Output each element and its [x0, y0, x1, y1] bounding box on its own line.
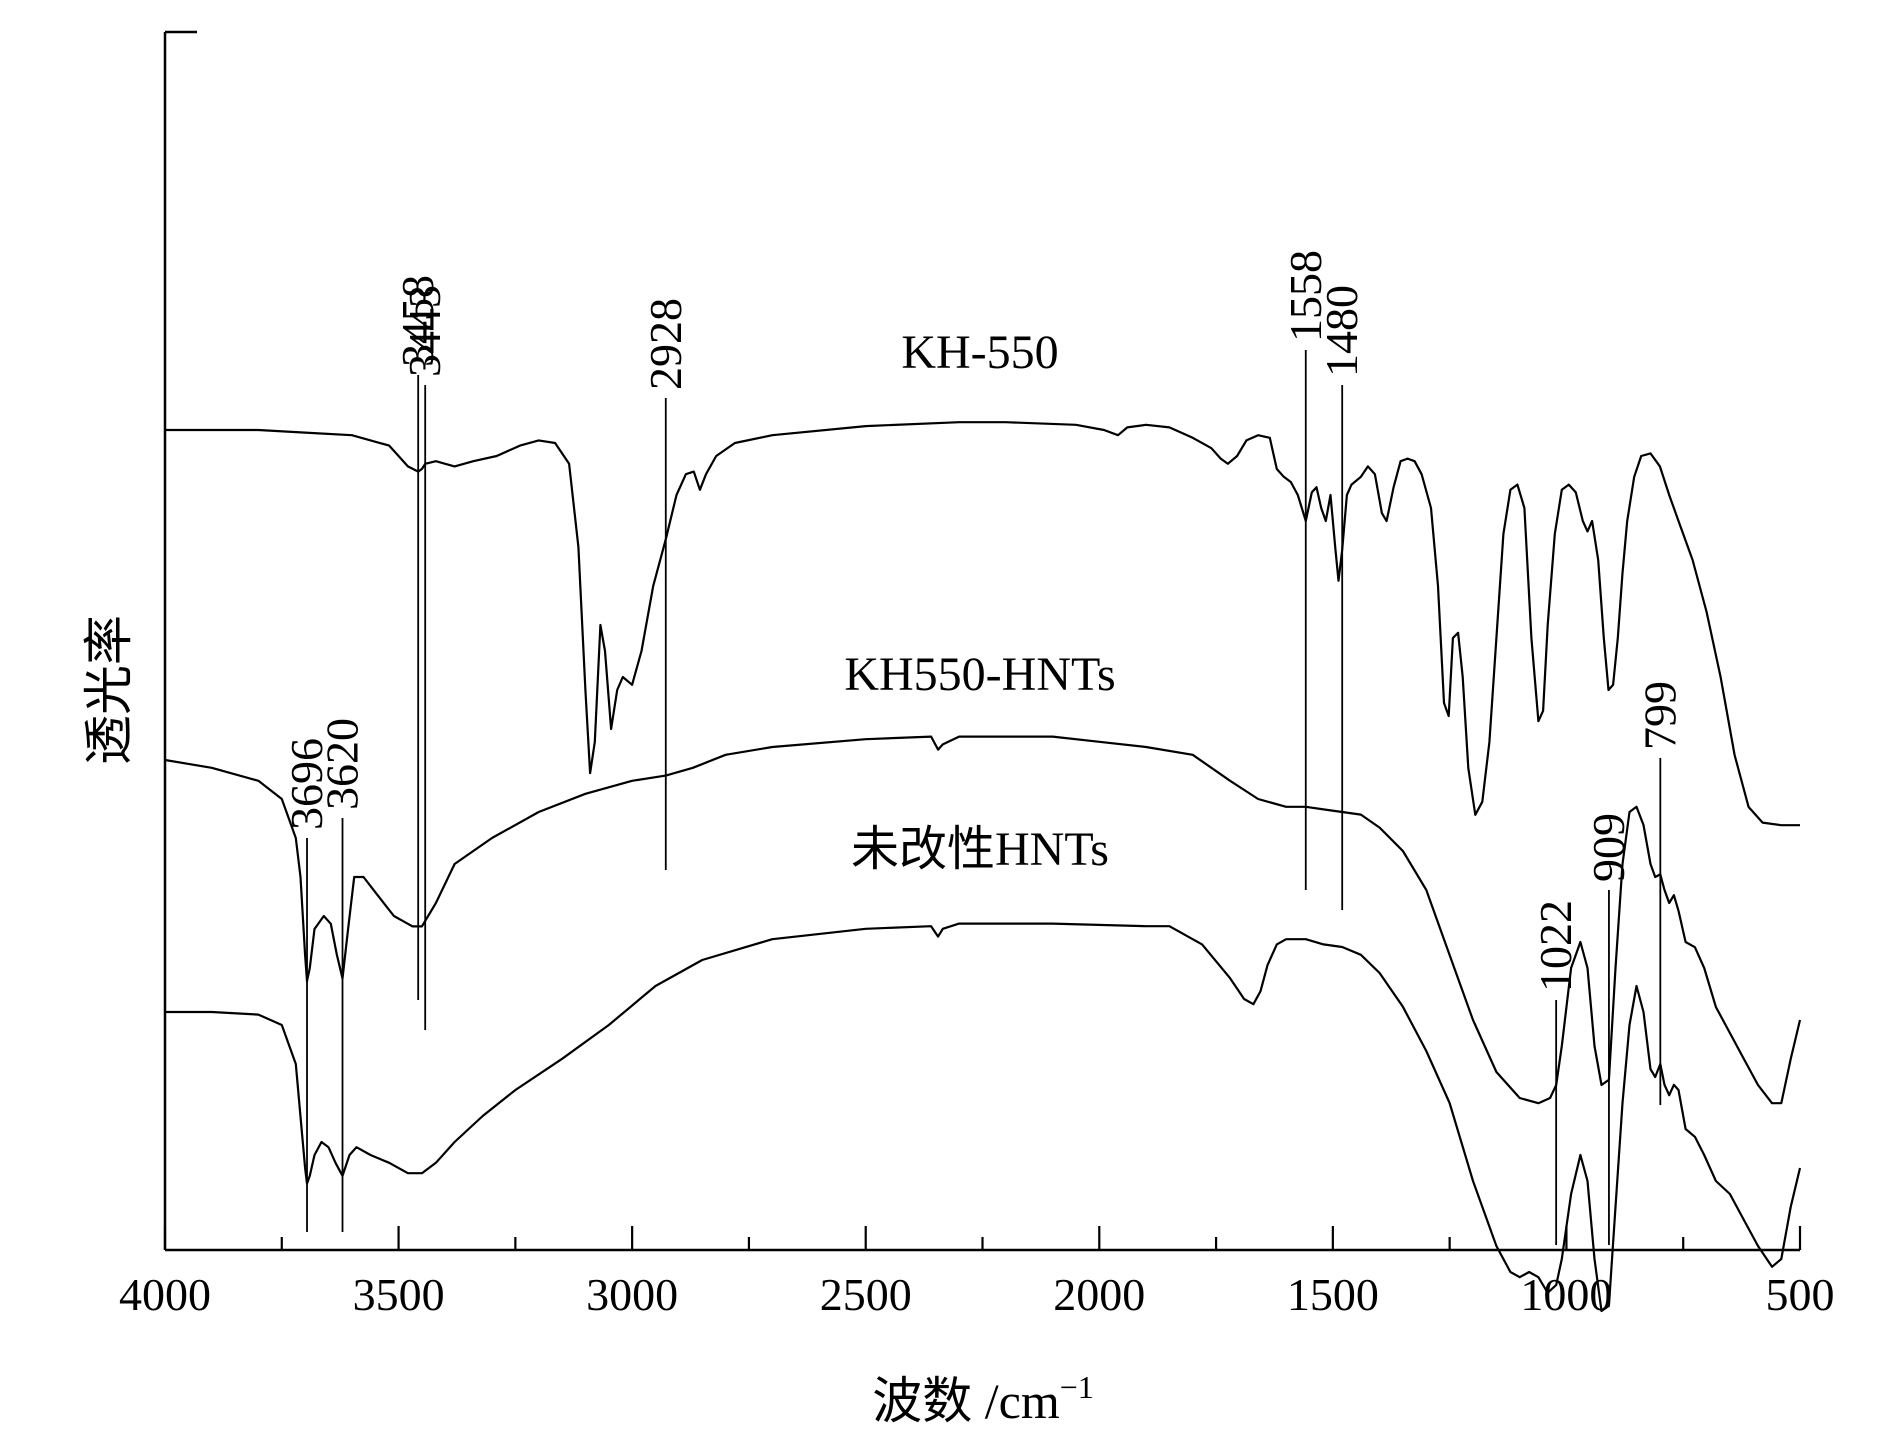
axes: [163, 30, 1800, 1252]
y-axis-title: 透光率: [81, 615, 137, 765]
series-label-3: 未改性HNTs: [851, 823, 1109, 876]
x-tick-label-2500: 2500: [820, 1269, 912, 1320]
peak-label-3620: 3620: [317, 718, 368, 810]
series-line-1: [165, 421, 1800, 827]
x-tick-label-1500: 1500: [1287, 1269, 1379, 1320]
series-label-1: KH-550: [901, 326, 1058, 379]
x-axis-title: 波数 /cm−1: [872, 1369, 1094, 1429]
x-tick-label-2000: 2000: [1053, 1269, 1145, 1320]
peak-label-1480: 1480: [1316, 285, 1367, 377]
peak-label-3443: 3443: [399, 285, 450, 377]
peak-label-909: 909: [1583, 813, 1634, 882]
x-ticks: [163, 1226, 1802, 1250]
x-tick-label-4000: 4000: [119, 1269, 211, 1320]
peak-label-2928: 2928: [640, 298, 691, 390]
series-line-2: [164, 735, 1802, 1105]
series-labels: KH-550 KH550-HNTs 未改性HNTs: [844, 326, 1115, 876]
x-tick-label-3000: 3000: [586, 1269, 678, 1320]
peak-label-799: 799: [1634, 681, 1685, 750]
peak-label-3696: 3696: [281, 738, 332, 830]
x-tick-label-500: 500: [1766, 1269, 1835, 1320]
x-axis-title-sup: −1: [1060, 1369, 1094, 1405]
series-label-2: KH550-HNTs: [844, 648, 1115, 701]
x-tick-label-3500: 3500: [353, 1269, 445, 1320]
peak-label-1558: 1558: [1280, 250, 1331, 342]
peak-label-3458: 3458: [392, 275, 443, 367]
x-tick-labels: 4000 3500 3000 2500 2000 1500 1000 500: [119, 1269, 1835, 1320]
peak-label-1022: 1022: [1530, 900, 1581, 992]
x-axis-title-text: 波数 /cm: [872, 1373, 1060, 1429]
